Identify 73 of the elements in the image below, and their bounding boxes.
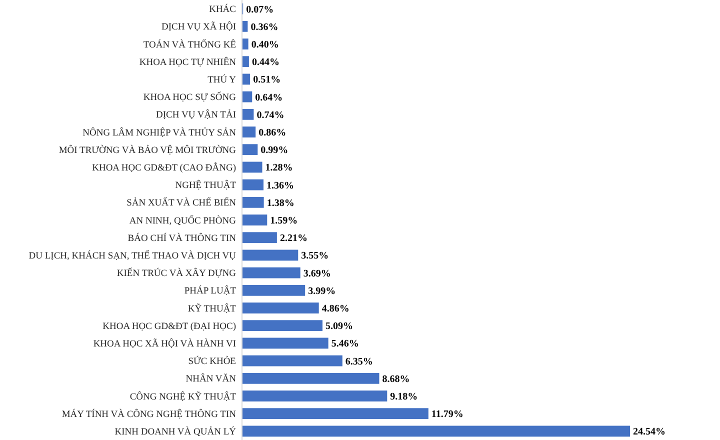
bar [242, 179, 264, 190]
bar [242, 426, 630, 437]
data-label: 0.74% [256, 110, 284, 121]
y-tick-label: KHÁC [209, 3, 236, 16]
y-tick-label: MÔI TRƯỜNG VÀ BẢO VỆ MÔI TRƯỜNG [58, 144, 236, 156]
bar [242, 38, 248, 50]
data-label: 0.07% [246, 4, 274, 16]
bar [242, 390, 388, 402]
data-label: 0.64% [255, 92, 283, 104]
data-label: 0.40% [251, 40, 279, 50]
bar [242, 284, 306, 296]
y-tick-label: SẢN XUẤT VÀ CHẾ BIẾN [126, 196, 236, 209]
data-label: 4.86% [322, 304, 350, 314]
bar [242, 250, 298, 261]
y-tick-label: KHOA HỌC XÃ HỘI VÀ HÀNH VI [93, 338, 236, 350]
bar [242, 372, 380, 384]
y-tick-label: DỊCH VỤ VẬN TẢI [156, 108, 236, 121]
y-tick-label: CÔNG NGHỆ KỸ THUẬT [130, 390, 236, 402]
y-tick-label: KHOA HỌC SỰ SỐNG [143, 91, 236, 104]
bar [242, 162, 262, 173]
data-label: 5.46% [331, 338, 359, 350]
y-tick-label: KHOA HỌC GD&ĐT (CAO ĐẲNG) [92, 162, 236, 174]
y-tick-label: NHÂN VĂN [186, 372, 236, 385]
y-tick-label: THÚ Y [208, 74, 236, 86]
data-label: 11.79% [431, 409, 464, 420]
y-tick-label: AN NINH, QUỐC PHÒNG [129, 214, 236, 226]
y-tick-label: KIẾN TRÚC VÀ XÂY DỰNG [116, 267, 236, 280]
data-label: 1.59% [270, 216, 298, 226]
bar [242, 56, 249, 68]
data-label: 0.36% [250, 22, 278, 33]
y-tick-label: PHÁP LUẬT [184, 284, 236, 297]
bar [242, 91, 252, 102]
y-tick-label: TOÁN VÀ THỐNG KÊ [143, 38, 236, 50]
data-label: 3.55% [301, 250, 329, 262]
bar [242, 196, 264, 208]
data-label: 24.54% [633, 426, 666, 438]
data-label: 1.36% [266, 180, 294, 192]
bar [242, 338, 328, 349]
bar [242, 214, 268, 226]
y-tick-label: KHOA HỌC GD&ĐT (ĐẠI HỌC) [102, 322, 236, 332]
y-tick-label: DỊCH VỤ XÃ HỘI [161, 20, 236, 33]
y-tick-label: KINH DOANH VÀ QUẢN LÝ [114, 426, 236, 438]
bar [242, 126, 256, 138]
bar [242, 302, 319, 314]
data-label: 6.35% [345, 356, 373, 368]
data-label: 1.38% [266, 198, 294, 209]
y-tick-label: SỨC KHỎE [188, 355, 236, 368]
data-label: 5.09% [325, 321, 353, 332]
data-label: 3.69% [303, 268, 331, 280]
y-tick-label: BÁO CHÍ VÀ THÔNG TIN [128, 232, 236, 244]
data-label: 3.99% [308, 286, 336, 297]
data-label: 0.99% [260, 145, 288, 156]
data-label: 0.44% [252, 57, 280, 68]
data-label: 0.86% [258, 128, 286, 138]
data-label: 9.18% [390, 392, 418, 402]
data-label: 1.28% [265, 162, 293, 174]
bar [242, 108, 254, 120]
bar [242, 355, 342, 366]
y-tick-label: KỸ THUẬT [188, 302, 236, 314]
y-tick-label: NGHỆ THUẬT [175, 179, 236, 192]
bar [242, 232, 277, 244]
bar [242, 144, 258, 156]
y-tick-label: MÁY TÍNH VÀ CÔNG NGHỆ THÔNG TIN [62, 408, 236, 420]
data-label: 8.68% [382, 374, 410, 385]
y-tick-label: NÔNG LÂM NGHIỆP VÀ THỦY SẢN [82, 126, 236, 138]
bar [242, 320, 322, 332]
bar [242, 267, 300, 278]
y-tick-label: KHOA HỌC TỰ NHIÊN [139, 56, 236, 68]
y-tick-label: DU LỊCH, KHÁCH SẠN, THỂ THAO VÀ DỊCH VỤ [28, 250, 236, 262]
data-label: 0.51% [253, 74, 281, 86]
bar [242, 408, 428, 420]
data-label: 2.21% [280, 233, 308, 244]
bar [242, 74, 250, 85]
